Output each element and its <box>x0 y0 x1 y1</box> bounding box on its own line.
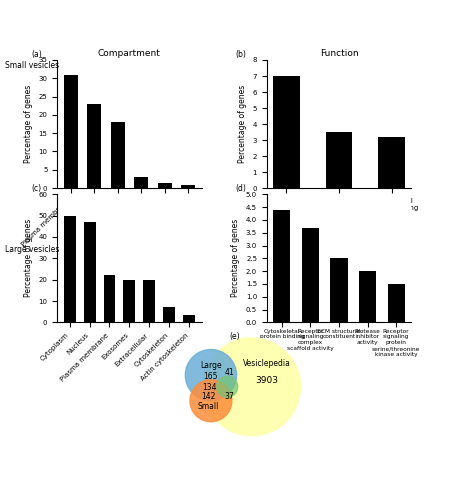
Text: 41: 41 <box>225 368 234 378</box>
Bar <box>183 315 195 322</box>
Bar <box>378 137 405 188</box>
Bar <box>87 104 101 188</box>
Text: 134: 134 <box>202 384 217 392</box>
Bar <box>123 280 135 322</box>
Text: 165: 165 <box>204 372 218 381</box>
Bar <box>64 216 76 322</box>
Text: (d): (d) <box>235 184 246 193</box>
Text: (c): (c) <box>31 184 41 193</box>
Text: (b): (b) <box>235 50 246 59</box>
Y-axis label: Percentage of genes: Percentage of genes <box>24 219 33 298</box>
Bar <box>273 210 291 322</box>
Text: 3903: 3903 <box>255 376 278 386</box>
Text: Large vesicles: Large vesicles <box>5 246 59 254</box>
Title: Function: Function <box>320 49 358 58</box>
Circle shape <box>203 338 301 436</box>
Bar <box>64 74 78 188</box>
Bar <box>84 222 96 322</box>
Text: (e): (e) <box>229 332 239 341</box>
Bar <box>359 271 376 322</box>
Text: 37: 37 <box>225 392 234 400</box>
Text: Small: Small <box>198 402 219 411</box>
Bar <box>104 276 116 322</box>
Bar <box>134 177 148 188</box>
Circle shape <box>185 350 237 401</box>
Bar <box>326 132 352 188</box>
Text: Small vesicles: Small vesicles <box>5 60 58 70</box>
Bar <box>181 185 195 188</box>
Y-axis label: Percentage of genes: Percentage of genes <box>24 85 33 163</box>
Bar <box>273 76 300 188</box>
Text: 142: 142 <box>202 392 216 400</box>
Bar <box>163 308 175 322</box>
Circle shape <box>190 380 232 422</box>
Bar <box>158 184 172 188</box>
Text: Vesiclepedia: Vesiclepedia <box>243 359 291 368</box>
Title: Compartment: Compartment <box>98 49 161 58</box>
Circle shape <box>217 376 238 398</box>
Bar <box>143 280 155 322</box>
Text: Large: Large <box>200 362 222 370</box>
Y-axis label: Percentage of genes: Percentage of genes <box>238 85 247 163</box>
Bar <box>111 122 125 188</box>
Text: (a): (a) <box>31 50 42 59</box>
Bar <box>302 228 319 322</box>
Bar <box>330 258 348 322</box>
Y-axis label: Percentage of genes: Percentage of genes <box>231 219 240 298</box>
Bar <box>388 284 405 323</box>
